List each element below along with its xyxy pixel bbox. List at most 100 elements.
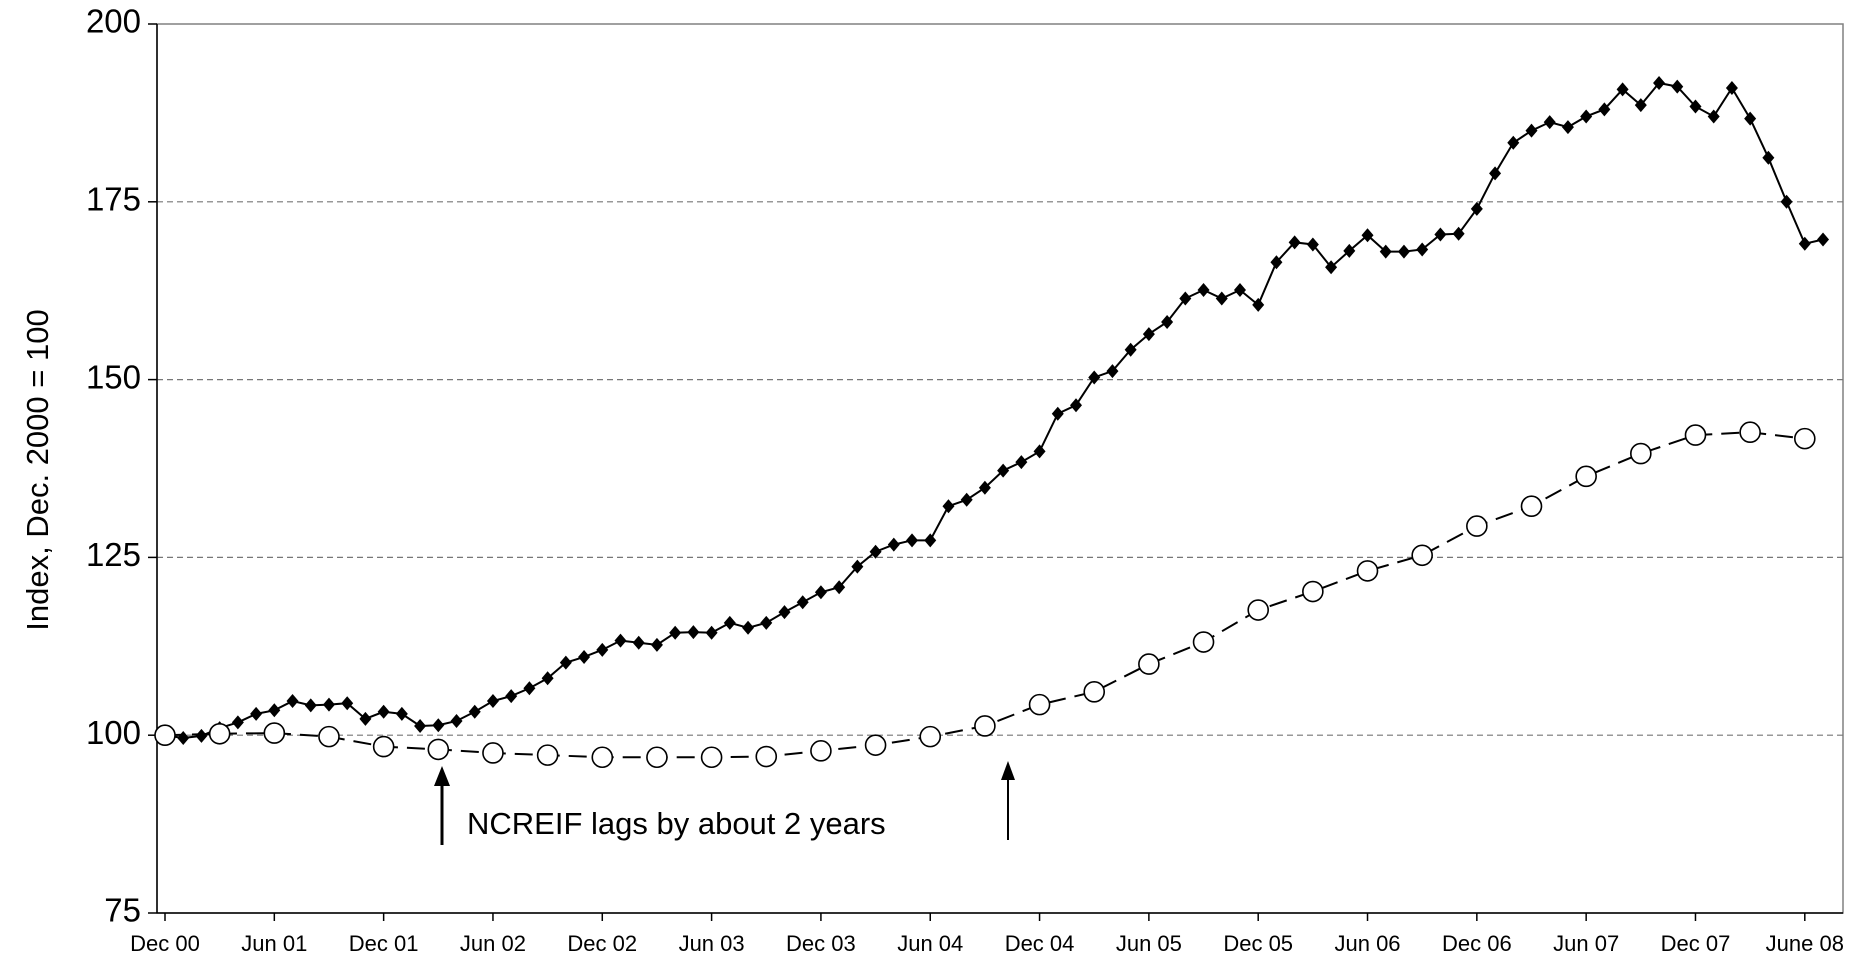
point-marker <box>869 544 882 559</box>
x-tick-label: Jun 02 <box>460 931 526 956</box>
point-marker <box>1142 327 1155 342</box>
point-marker <box>1051 406 1064 421</box>
y-axis-label: Index, Dec. 2000 = 100 <box>20 309 55 630</box>
annotation: NCREIF lags by about 2 years <box>467 806 886 841</box>
point-marker <box>906 533 919 548</box>
point-marker <box>687 625 700 640</box>
y-tick-label: 150 <box>86 358 141 395</box>
point-marker <box>1306 237 1319 252</box>
point-marker <box>924 533 937 548</box>
y-tick-label: 100 <box>86 714 141 751</box>
point-marker <box>978 480 991 495</box>
point-marker <box>700 746 723 769</box>
point-marker <box>450 713 463 728</box>
point-marker <box>372 735 395 758</box>
point-marker <box>1070 398 1082 413</box>
point-marker <box>755 745 778 768</box>
point-marker <box>650 637 663 652</box>
x-tick-label: June 08 <box>1766 931 1844 956</box>
point-marker <box>1580 109 1593 124</box>
point-marker <box>482 742 504 764</box>
point-marker <box>1452 226 1465 241</box>
point-marker <box>578 649 591 664</box>
point-marker <box>432 718 445 733</box>
x-tick-label: Jun 05 <box>1116 931 1182 956</box>
point-marker <box>208 722 231 745</box>
x-tick-label: Dec 04 <box>1005 931 1075 956</box>
point-marker <box>1689 99 1702 114</box>
point-marker <box>286 694 299 709</box>
point-marker <box>1325 260 1338 275</box>
point-marker <box>1466 515 1488 537</box>
point-marker <box>796 595 809 610</box>
y-tick-label: 175 <box>86 181 141 218</box>
x-tick-label: Dec 00 <box>130 931 200 956</box>
point-marker <box>1543 115 1556 130</box>
point-marker <box>1507 135 1520 150</box>
point-marker <box>1630 442 1652 465</box>
point-marker <box>427 738 450 761</box>
point-marker <box>1124 342 1137 357</box>
point-marker <box>395 706 408 721</box>
point-marker <box>523 681 536 696</box>
x-tick-label: Dec 05 <box>1223 931 1293 956</box>
point-marker <box>322 697 335 712</box>
point-marker <box>318 725 340 748</box>
arrow-head <box>434 766 450 786</box>
point-marker <box>1288 235 1301 250</box>
point-marker <box>1106 364 1119 379</box>
point-marker <box>1671 79 1684 94</box>
point-marker <box>195 728 208 743</box>
point-marker <box>1215 291 1228 306</box>
point-marker <box>250 706 263 721</box>
point-marker <box>1817 232 1830 247</box>
x-tick-label: Jun 06 <box>1334 931 1400 956</box>
point-marker <box>1653 76 1666 91</box>
point-marker <box>486 694 499 709</box>
point-marker <box>1762 150 1775 165</box>
point-marker <box>154 724 176 747</box>
x-tick-label: Dec 01 <box>349 931 419 956</box>
point-marker <box>596 642 609 657</box>
point-marker <box>263 722 286 744</box>
x-tick-label: Jun 07 <box>1553 931 1619 956</box>
point-marker <box>632 635 645 650</box>
point-marker <box>1739 421 1761 444</box>
point-marker <box>1616 82 1629 97</box>
point-marker <box>742 620 755 635</box>
point-marker <box>1138 653 1160 675</box>
point-marker <box>505 689 518 704</box>
point-marker <box>359 711 372 726</box>
y-tick-label: 200 <box>86 3 141 40</box>
point-marker <box>1575 465 1597 488</box>
point-marker <box>810 740 832 762</box>
point-marker <box>1270 255 1283 270</box>
point-marker <box>974 715 996 737</box>
point-marker <box>414 718 427 733</box>
point-marker <box>669 625 682 640</box>
point-marker <box>377 704 390 719</box>
point-marker <box>1233 282 1246 297</box>
point-marker <box>833 580 846 595</box>
point-marker <box>864 734 887 756</box>
point-marker <box>1434 227 1447 242</box>
point-marker <box>1561 120 1574 135</box>
x-tick-label: Jun 03 <box>679 931 745 956</box>
point-marker <box>1083 681 1106 703</box>
point-marker <box>1707 109 1720 124</box>
point-marker <box>760 615 773 630</box>
point-marker <box>536 744 559 766</box>
point-marker <box>559 655 572 670</box>
point-marker <box>1247 599 1269 621</box>
point-marker <box>614 633 627 648</box>
x-tick-label: Dec 03 <box>786 931 856 956</box>
point-marker <box>887 537 900 552</box>
point-marker <box>1302 580 1324 603</box>
point-marker <box>723 615 736 630</box>
x-tick-label: Dec 07 <box>1661 931 1731 956</box>
series-line <box>164 81 1824 740</box>
x-tick-label: Dec 02 <box>567 931 637 956</box>
point-marker <box>1598 102 1611 117</box>
y-tick-label: 75 <box>104 892 141 929</box>
